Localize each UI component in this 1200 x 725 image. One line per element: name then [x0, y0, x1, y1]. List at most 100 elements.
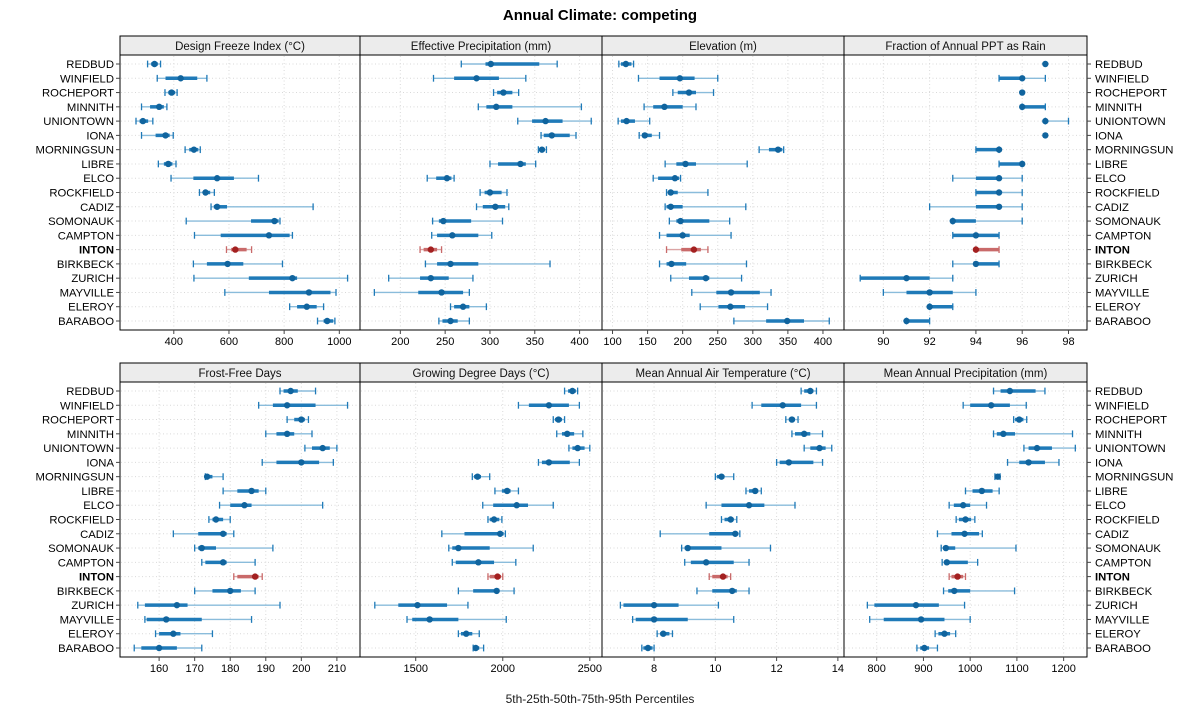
percentile-row [170, 174, 260, 182]
station-label-right: ROCKFIELD [1095, 515, 1160, 527]
percentile-row [800, 387, 818, 395]
percentile-row [659, 530, 741, 538]
median-dot [954, 573, 961, 580]
axis-tick-label: 92 [924, 336, 936, 348]
median-dot [774, 146, 782, 153]
percentile-row [952, 174, 1023, 182]
median-dot [962, 516, 969, 523]
median-dot [545, 459, 553, 466]
station-label-left: MAYVILLE [60, 287, 115, 299]
median-dot [538, 146, 546, 153]
median-dot [213, 175, 221, 182]
station-label-right: UNIONTOWN [1095, 116, 1166, 128]
median-dot [903, 317, 910, 325]
median-dot [271, 217, 278, 225]
percentile-row [198, 189, 215, 196]
percentile-row [928, 203, 1023, 211]
median-dot [500, 89, 507, 96]
station-label-left: WINFIELD [60, 400, 114, 412]
station-label-left: REDBUD [66, 386, 114, 398]
percentile-row [373, 289, 470, 296]
percentile-row [758, 146, 785, 154]
percentile-row [936, 530, 983, 538]
percentile-row [316, 317, 336, 325]
percentile-row [475, 203, 510, 211]
station-label-right: ELCO [1095, 173, 1126, 185]
axis-tick-label: 160 [150, 663, 168, 675]
axis-tick-label: 10 [709, 663, 721, 675]
median-dot [494, 573, 501, 580]
station-label-left: BIRKBECK [57, 586, 115, 598]
median-dot [440, 217, 447, 225]
percentile-row [1042, 132, 1049, 139]
station-label-left: MAYVILLE [60, 614, 115, 626]
percentile-row [664, 160, 748, 168]
station-label-left: ELEROY [68, 629, 114, 641]
percentile-row [192, 260, 284, 268]
percentile-row [618, 60, 635, 68]
percentile-row [751, 401, 818, 409]
station-label-right: ROCHEPORT [1095, 415, 1167, 427]
percentile-row [708, 573, 732, 581]
median-dot [486, 189, 494, 196]
percentile-row [517, 117, 592, 125]
percentile-row [431, 231, 493, 239]
percentile-row [146, 60, 162, 68]
station-label-left: INTON [79, 245, 114, 257]
percentile-row [940, 544, 1017, 552]
station-label-left: LIBRE [81, 486, 114, 498]
station-label-right: IONA [1095, 457, 1123, 469]
median-dot [513, 502, 520, 509]
axis-tick-label: 14 [832, 663, 844, 675]
station-label-left: CAMPTON [58, 557, 114, 569]
station-label-left: CADIZ [80, 529, 114, 541]
median-dot [493, 587, 500, 595]
axis-tick-label: 150 [638, 336, 656, 348]
percentile-row [140, 103, 168, 111]
percentile-row [658, 231, 732, 239]
median-dot [702, 274, 710, 282]
percentile-row [617, 117, 651, 125]
panel-mean-annual-air-temperature-c: 8 10 12 14 Mean Annual Air Temperature (°C) [601, 362, 845, 675]
median-dot [972, 246, 980, 253]
panel-strip-label: Mean Annual Precipitation (mm) [884, 368, 1048, 380]
median-dot [487, 60, 495, 68]
percentile-row [952, 260, 1000, 268]
panel-strip-label: Design Freeze Index (°C) [175, 41, 305, 53]
axis-tick-label: 600 [220, 336, 238, 348]
median-dot [517, 160, 524, 168]
station-label-left: UNIONTOWN [43, 116, 114, 128]
axis-tick-label: 180 [221, 663, 239, 675]
median-dot [426, 616, 433, 623]
panel-frost-free-days: 160 170 180 190 200 210 Frost-Free Days [116, 362, 361, 675]
percentile-row [992, 430, 1074, 438]
percentile-row [135, 117, 154, 125]
percentile-row [775, 458, 824, 466]
station-label-right: CAMPTON [1095, 230, 1151, 242]
axis-tick-label: 400 [165, 336, 183, 348]
station-label-right: REDBUD [1095, 386, 1143, 398]
percentile-row [374, 601, 469, 609]
percentile-row [652, 174, 682, 182]
median-dot [265, 232, 273, 239]
median-dot [496, 530, 504, 537]
median-dot [241, 502, 248, 509]
median-dot [926, 303, 933, 310]
percentile-row [157, 160, 177, 168]
panel-strip-label: Elevation (m) [689, 41, 757, 53]
percentile-row [994, 473, 1001, 481]
percentile-row [286, 416, 310, 423]
station-label-left: CADIZ [80, 202, 114, 214]
percentile-row [952, 231, 1000, 239]
percentile-row [185, 217, 281, 225]
percentile-row [696, 587, 750, 595]
percentile-row [665, 246, 709, 254]
station-label-left: ELEROY [68, 302, 114, 314]
station-label-right: SOMONAUK [1095, 216, 1161, 228]
axis-tick-label: 250 [709, 336, 727, 348]
median-dot [995, 146, 1003, 153]
median-dot [219, 559, 227, 566]
percentile-row [972, 246, 1000, 254]
median-dot [800, 430, 808, 438]
